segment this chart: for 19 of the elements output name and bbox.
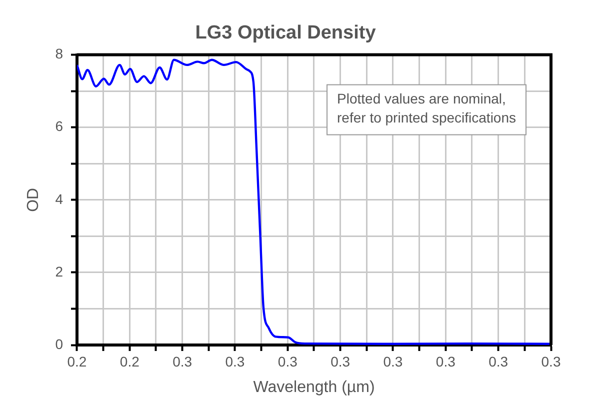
x-tick-label: 0.3 bbox=[330, 353, 350, 370]
x-axis-title: Wavelength (µm) bbox=[253, 378, 375, 396]
x-tick-label: 0.2 bbox=[120, 353, 140, 370]
x-tick-label: 0.3 bbox=[488, 353, 508, 370]
annotation: Plotted values are nominal, refer to printed specifications bbox=[337, 90, 516, 126]
y-tick-label: 6 bbox=[55, 118, 64, 134]
x-tick-label: 0.3 bbox=[541, 353, 561, 370]
x-tick-label: 0.3 bbox=[225, 353, 245, 370]
x-tick-label: 0.3 bbox=[278, 353, 298, 370]
chart-title: LG3 Optical Density bbox=[195, 22, 376, 44]
y-tick-label: 0 bbox=[55, 336, 64, 352]
y-tick-label: 2 bbox=[55, 263, 64, 280]
y-tick-label: 8 bbox=[55, 46, 64, 62]
x-tick-label: 0.3 bbox=[383, 353, 403, 370]
y-tick-label: 4 bbox=[55, 190, 64, 207]
y-axis-title: OD bbox=[25, 188, 42, 212]
x-tick-label: 0.3 bbox=[436, 353, 456, 370]
x-tick-label: 0.3 bbox=[172, 353, 192, 370]
x-tick-label: 0.2 bbox=[67, 353, 87, 370]
